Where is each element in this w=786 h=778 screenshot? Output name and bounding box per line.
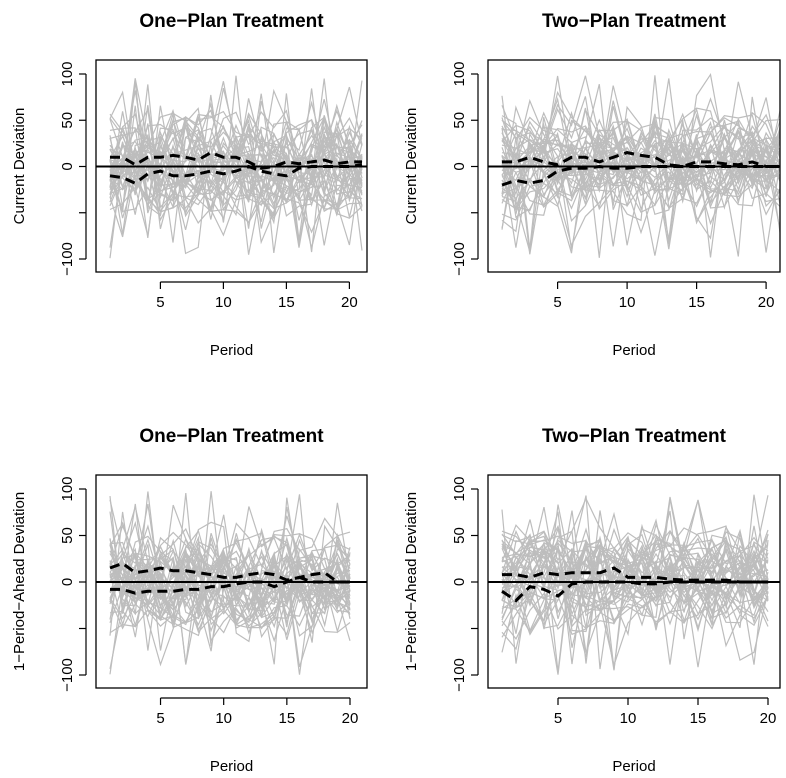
individual-trajectory	[109, 496, 351, 625]
individual-trajectory	[109, 101, 363, 229]
x-axis-title: Period	[612, 342, 655, 359]
individual-trajectory	[109, 100, 363, 220]
y-tick-label: 50	[59, 527, 76, 544]
x-axis-title: Period	[210, 758, 253, 775]
x-tick-label: 20	[342, 710, 359, 727]
x-tick-label: 10	[215, 710, 232, 727]
chart-title: Two−Plan Treatment	[542, 11, 727, 32]
y-tick-label: 0	[451, 578, 468, 586]
individual-trajectory	[109, 491, 351, 675]
individual-trajectory	[501, 535, 769, 599]
x-tick-label: 10	[215, 294, 232, 311]
individual-trajectory	[109, 548, 351, 604]
individual-trajectory	[501, 506, 769, 668]
plot-area	[96, 75, 367, 259]
lower-band-line	[109, 163, 363, 185]
chart-title: One−Plan Treatment	[139, 426, 324, 447]
plot-frame	[487, 474, 781, 689]
x-tick-label: 20	[341, 294, 358, 311]
y-tick-label: 0	[451, 162, 468, 170]
plot-frame	[95, 474, 368, 689]
x-tick-label: 5	[156, 294, 164, 311]
individual-trajectory	[501, 524, 769, 585]
chart-title: Two−Plan Treatment	[542, 426, 727, 447]
lower-band-line	[501, 164, 780, 187]
y-tick-label: 100	[59, 61, 76, 86]
y-axis-title: Current Deviation	[403, 108, 420, 225]
individual-trajectory	[109, 78, 363, 197]
y-tick-label: 50	[451, 527, 468, 544]
panel-ahead-two-plan: 5 10 15 20 −100 0 50 100 Two−Plan Treatment Perio…	[403, 426, 781, 775]
individual-trajectory	[109, 572, 351, 635]
x-tick-label: 10	[620, 710, 637, 727]
individual-trajectory	[109, 80, 363, 255]
individual-trajectory	[501, 132, 780, 206]
x-tick-label: 20	[758, 294, 775, 311]
individual-trajectory	[501, 547, 769, 637]
panel-ahead-one-plan: 5 10 15 20 −100 0 50 100 One−Plan Treatment Perio…	[11, 426, 368, 775]
individual-trajectory	[109, 517, 351, 643]
x-axis-title: Period	[612, 758, 655, 775]
chart-title: One−Plan Treatment	[139, 11, 324, 32]
x-tick-label: 5	[554, 710, 562, 727]
plot-area	[96, 491, 367, 675]
y-tick-label: 50	[451, 112, 468, 129]
y-tick-label: 0	[59, 578, 76, 586]
x-tick-label: 15	[690, 710, 707, 727]
x-tick-label: 15	[278, 294, 295, 311]
individual-trajectory	[501, 95, 780, 212]
y-tick-label: −100	[59, 658, 76, 692]
y-tick-label: 50	[59, 112, 76, 129]
x-tick-label: 15	[688, 294, 705, 311]
individual-trajectory	[501, 146, 780, 247]
upper-band-line	[110, 150, 362, 170]
y-axis-title: 1−Period−Ahead Deviation	[403, 492, 420, 671]
y-axis-title: 1−Period−Ahead Deviation	[11, 492, 28, 671]
lower-band-line	[501, 580, 768, 603]
panel-current-one-plan: 5 10 15 20 −100 0 50 100 One−Plan Treatment Perio…	[11, 11, 368, 359]
plot-area	[488, 73, 780, 258]
individual-trajectory	[501, 525, 769, 651]
y-tick-label: −100	[451, 658, 468, 692]
individual-trajectory	[501, 544, 769, 619]
x-tick-label: 5	[156, 710, 164, 727]
individual-trajectory	[501, 563, 769, 629]
individual-trajectory	[501, 114, 780, 200]
individual-trajectory	[501, 497, 769, 584]
individual-trajectory	[501, 124, 780, 182]
upper-band-line	[502, 151, 780, 169]
individual-trajectory	[501, 539, 769, 633]
y-tick-label: 0	[59, 162, 76, 170]
x-axis-title: Period	[210, 342, 253, 359]
lower-band-line	[110, 575, 350, 595]
x-tick-label: 5	[553, 294, 561, 311]
individual-trajectory	[109, 87, 363, 203]
individual-trajectory	[501, 107, 780, 256]
individual-trajectory	[501, 100, 780, 190]
y-tick-label: 100	[451, 476, 468, 501]
individual-trajectory	[501, 546, 769, 625]
upper-band-line	[502, 566, 768, 584]
individual-trajectory	[109, 572, 351, 633]
individual-trajectory	[109, 573, 351, 670]
individual-trajectory	[109, 557, 351, 620]
x-tick-label: 10	[619, 294, 636, 311]
plot-frame	[487, 59, 781, 273]
y-axis-title: Current Deviation	[11, 108, 28, 225]
individual-trajectory	[109, 511, 351, 637]
y-tick-label: 100	[451, 61, 468, 86]
individual-trajectory	[501, 133, 780, 233]
individual-trajectory	[109, 538, 351, 667]
x-tick-label: 15	[278, 710, 295, 727]
panel-current-two-plan: 5 10 15 20 −100 0 50 100 Two−Plan Treatment Perio…	[403, 11, 781, 359]
plot-area	[488, 494, 780, 675]
y-tick-label: −100	[59, 242, 76, 276]
y-tick-label: −100	[451, 242, 468, 276]
x-tick-label: 20	[760, 710, 777, 727]
y-tick-label: 100	[59, 476, 76, 501]
plot-frame	[95, 59, 368, 273]
individual-trajectory	[501, 96, 780, 257]
